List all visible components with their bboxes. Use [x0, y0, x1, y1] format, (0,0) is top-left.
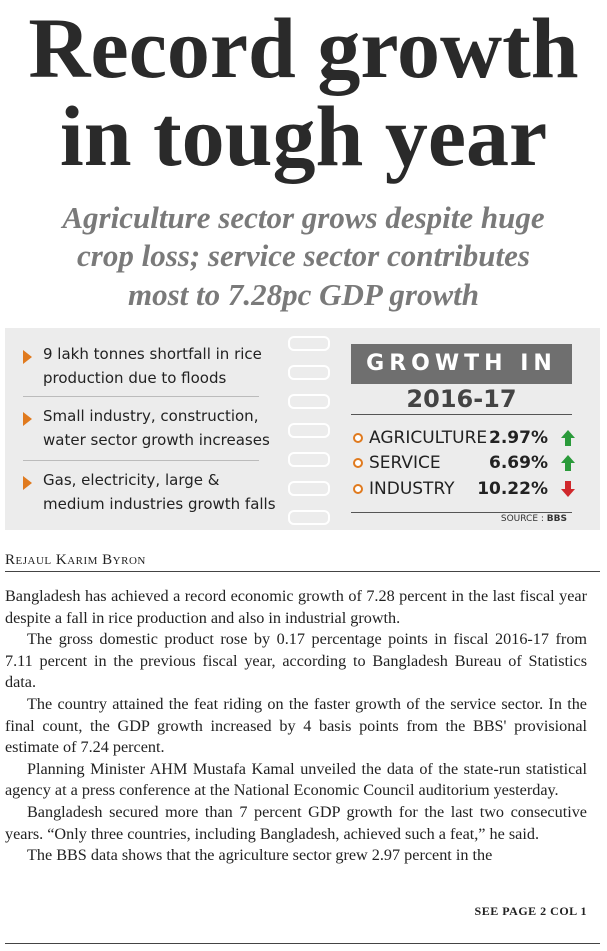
growth-value: 10.22%: [477, 479, 548, 499]
rule: [5, 571, 600, 572]
up-arrow: [561, 430, 575, 446]
article-body: Bangladesh has achieved a record economi…: [5, 586, 587, 867]
bullet-dot: [353, 458, 363, 468]
chain-icon: [288, 452, 330, 467]
sector: SERVICE: [369, 453, 441, 473]
growth-row: SERVICE 6.69%: [351, 451, 576, 475]
chain-icon: [288, 336, 330, 351]
highlight: Gas, electricity, large & medium industr…: [23, 468, 283, 516]
separator: [23, 396, 259, 397]
paragraph: The country attained the feat riding on …: [5, 694, 587, 757]
growth-row: AGRICULTURE 2.97%: [351, 426, 576, 450]
source-name: BBS: [546, 514, 567, 524]
source-label: SOURCE :: [500, 514, 544, 524]
paragraph: The BBS data shows that the agriculture …: [27, 846, 493, 865]
up-arrow: [561, 455, 575, 471]
sector: INDUSTRY: [369, 479, 455, 499]
growth-row: INDUSTRY 10.22%: [351, 477, 576, 501]
chain-icon: [288, 394, 330, 409]
chain-icon: [288, 423, 330, 438]
byline: Rejaul Karim Byron: [5, 552, 146, 568]
highlight: Small industry, construction, water sect…: [23, 404, 283, 452]
subheadline: Agriculture sector grows despite huge: [62, 200, 545, 235]
rule: [5, 943, 600, 944]
jump-line: SEE PAGE 2 COL 1: [474, 904, 587, 918]
sector: AGRICULTURE: [369, 428, 488, 448]
growth-period: 2016-17: [351, 384, 572, 415]
growth-value: 2.97%: [489, 428, 548, 448]
headline: in tough year: [59, 88, 548, 184]
chain-icon: [288, 481, 330, 496]
chain-icon: [288, 510, 330, 525]
down-arrow: [561, 481, 575, 497]
growth-title: GROWTH IN: [351, 344, 572, 384]
subheadline: crop loss; service sector contributes: [77, 238, 530, 273]
bullet-dot: [353, 433, 363, 443]
source-rule: [351, 512, 572, 515]
growth-value: 6.69%: [489, 453, 548, 473]
paragraph: Planning Minister AHM Mustafa Kamal unve…: [5, 759, 587, 800]
chain-icon: [288, 365, 330, 380]
separator: [23, 460, 259, 461]
paragraph: The gross domestic product rose by 0.17 …: [5, 630, 587, 692]
source: SOURCE : BBS: [501, 514, 567, 524]
paragraph: Bangladesh has achieved a record economi…: [5, 587, 587, 627]
paragraph: Bangladesh secured more than 7 percent G…: [5, 802, 587, 843]
highlight: 9 lakh tonnes shortfall in rice producti…: [23, 342, 283, 390]
headline: Record growth: [28, 0, 579, 96]
bullet-dot: [353, 484, 363, 494]
subheadline: most to 7.28pc GDP growth: [127, 277, 480, 312]
highlight-box: 9 lakh tonnes shortfall in rice producti…: [5, 328, 600, 530]
